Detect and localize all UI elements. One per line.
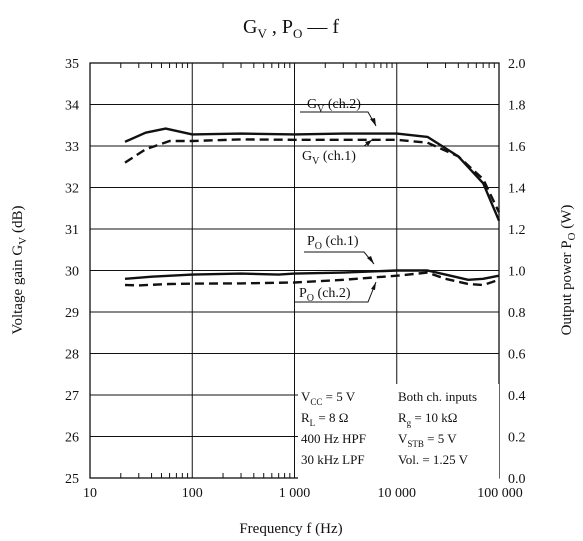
svg-text:GV (ch.2): GV (ch.2) <box>307 97 361 115</box>
y-right-tick-label: 0.0 <box>508 472 526 487</box>
x-axis-label: Frequency f (Hz) <box>239 521 342 537</box>
x-tick-label: 100 000 <box>477 486 523 501</box>
series-label-po-ch2: PO (ch.2) <box>294 281 377 304</box>
condition-line: RL = 8 Ω <box>301 410 348 428</box>
x-tick-label: 10 <box>83 486 97 501</box>
y-left-tick-label: 30 <box>65 265 79 280</box>
y-right-tick-label: 1.0 <box>508 265 526 280</box>
y-axis-left-label: Voltage gain GV (dB) <box>10 206 29 335</box>
conditions-background <box>298 384 499 484</box>
x-tick-label: 100 <box>182 486 203 501</box>
series-line-3 <box>124 271 500 287</box>
series-line-1 <box>124 138 501 213</box>
y-axis-right-label: Output power PO (W) <box>559 205 578 336</box>
svg-text:PO (ch.2): PO (ch.2) <box>299 286 351 304</box>
condition-line: Rg = 10 kΩ <box>398 410 457 428</box>
condition-line: Both ch. inputs <box>398 389 477 404</box>
y-left-tick-label: 29 <box>65 306 79 321</box>
series-line-0 <box>124 127 501 222</box>
y-left-tick-label: 27 <box>65 389 79 404</box>
x-tick-label: 10 000 <box>378 486 417 501</box>
y-left-tick-label: 31 <box>65 223 79 238</box>
y-left-tick-label: 35 <box>65 57 79 72</box>
svg-text:GV (ch.1): GV (ch.1) <box>302 149 356 167</box>
chart-title: GV , PO — f <box>243 16 339 41</box>
x-tick-label: 1 000 <box>279 486 311 501</box>
y-right-tick-label: 0.6 <box>508 348 526 363</box>
conditions-right: Both ch. inputs Rg = 10 kΩ VSTB = 5 V Vol. … <box>398 389 477 467</box>
series-label-gv-ch1: GV (ch.1) <box>296 139 373 167</box>
y-right-tick-label: 1.2 <box>508 223 526 238</box>
y-right-tick-label: 1.4 <box>508 182 526 197</box>
condition-line: VCC = 5 V <box>301 389 356 407</box>
series-group <box>124 127 501 287</box>
y-left-tick-label: 26 <box>65 431 79 446</box>
series-label-gv-ch2: GV (ch.2) <box>300 97 377 127</box>
condition-line: Vol. = 1.25 V <box>398 452 469 467</box>
series-line-2 <box>124 269 500 281</box>
condition-line: 30 kHz LPF <box>301 452 365 467</box>
svg-text:PO (ch.1): PO (ch.1) <box>307 234 359 252</box>
tick-labels: 10 100 1 000 10 000 100 000 25 26 27 28 29 30 31 32 3… <box>65 57 526 501</box>
condition-line: 400 Hz HPF <box>301 431 366 446</box>
y-left-tick-label: 25 <box>65 472 79 487</box>
series-label-po-ch1: PO (ch.1) <box>304 234 375 265</box>
y-right-tick-label: 0.4 <box>508 389 526 404</box>
conditions-left: VCC = 5 V RL = 8 Ω 400 Hz HPF 30 kHz LPF <box>301 389 366 467</box>
y-left-tick-label: 28 <box>65 348 79 363</box>
y-right-tick-label: 0.8 <box>508 306 526 321</box>
condition-line: VSTB = 5 V <box>398 431 457 449</box>
y-left-tick-label: 34 <box>65 99 79 114</box>
y-right-tick-label: 0.2 <box>508 431 526 446</box>
y-left-tick-label: 32 <box>65 182 79 197</box>
plot-frame <box>89 62 500 479</box>
y-right-tick-label: 1.6 <box>508 140 526 155</box>
y-right-tick-label: 1.8 <box>508 99 526 114</box>
y-right-tick-label: 2.0 <box>508 57 526 72</box>
y-left-tick-label: 33 <box>65 140 79 155</box>
